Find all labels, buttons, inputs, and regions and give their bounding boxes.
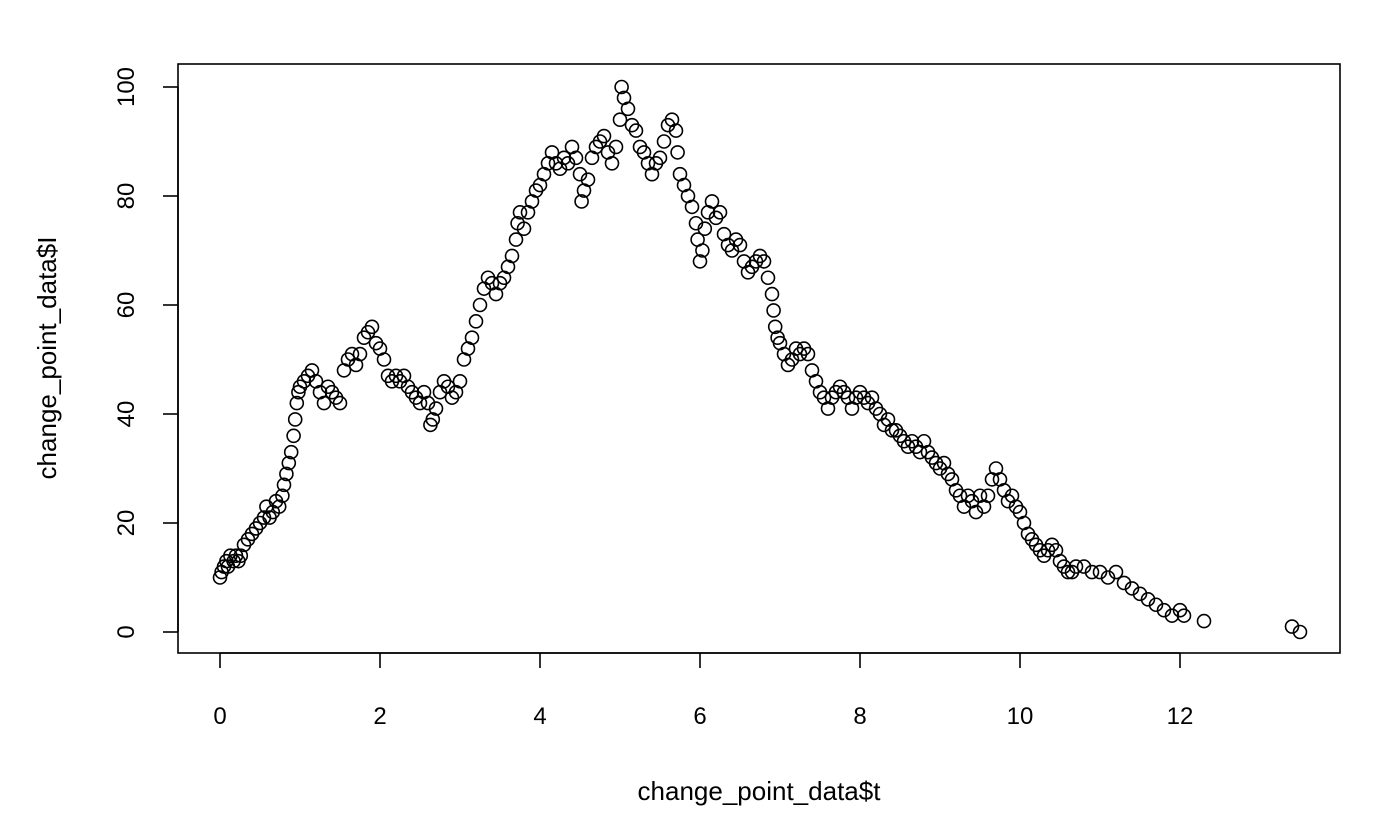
data-point (1196, 613, 1212, 629)
x-axis-title: change_point_data$t (638, 776, 882, 806)
y-axis: 0 20 40 60 80 100 (113, 67, 179, 639)
data-point (767, 319, 783, 335)
data-point (504, 248, 520, 264)
data-point (604, 156, 620, 171)
data-point (884, 423, 900, 438)
data-point (800, 346, 816, 362)
data-point (1132, 586, 1148, 602)
data-point (704, 194, 720, 209)
y-tick-label: 0 (113, 625, 140, 638)
data-point (1084, 564, 1100, 580)
data-point (1076, 559, 1092, 574)
data-point (425, 412, 441, 427)
y-axis-title: change_point_data$I (32, 237, 62, 480)
y-tick-label: 20 (113, 510, 140, 537)
data-point (1156, 602, 1172, 618)
data-point (233, 548, 249, 564)
data-point (670, 145, 685, 160)
y-tick-label: 100 (113, 67, 140, 107)
data-point (766, 303, 781, 318)
data-points (212, 79, 1308, 640)
x-tick-label: 4 (533, 703, 546, 730)
data-point (376, 352, 392, 367)
data-point (428, 401, 444, 416)
data-point (1148, 597, 1164, 613)
data-point (275, 488, 290, 504)
data-point (764, 286, 780, 302)
data-point (289, 395, 305, 411)
data-point (697, 221, 713, 236)
data-point (516, 221, 532, 236)
data-point (596, 128, 612, 144)
data-point (574, 194, 589, 209)
data-point (1292, 624, 1308, 640)
data-point (628, 123, 644, 138)
data-point (1108, 564, 1124, 580)
data-point (1176, 608, 1192, 623)
data-point (712, 205, 728, 220)
data-point (468, 314, 484, 329)
data-point (580, 172, 596, 187)
data-point (364, 319, 380, 335)
data-point (732, 237, 748, 253)
data-point (271, 499, 287, 514)
x-tick-label: 0 (213, 703, 226, 730)
data-point (684, 199, 700, 215)
data-point (464, 330, 480, 346)
x-axis: 0 2 4 6 8 10 12 (213, 652, 1194, 730)
y-tick-label: 60 (113, 292, 140, 319)
data-point (512, 205, 528, 220)
data-point (281, 455, 297, 471)
data-point (332, 395, 348, 411)
data-point (1284, 619, 1300, 634)
data-point (568, 150, 584, 166)
data-point (1164, 608, 1180, 623)
data-point (452, 373, 468, 389)
data-point (614, 79, 629, 95)
data-point (620, 101, 636, 117)
y-tick-label: 40 (113, 401, 140, 428)
data-point (652, 150, 668, 166)
data-point (352, 346, 368, 362)
data-point (980, 488, 996, 504)
data-point (287, 412, 303, 427)
data-point (608, 139, 624, 155)
x-tick-label: 12 (1167, 703, 1194, 730)
data-point (1100, 570, 1116, 585)
data-point (1092, 564, 1108, 580)
x-tick-label: 8 (853, 703, 866, 730)
data-point (612, 112, 628, 127)
data-point (316, 395, 332, 411)
data-point (508, 232, 524, 247)
y-tick-label: 80 (113, 183, 140, 210)
data-point (472, 297, 488, 313)
data-point (572, 166, 588, 182)
data-point (1124, 581, 1140, 596)
data-point (279, 466, 294, 482)
data-point (560, 156, 576, 171)
x-tick-label: 2 (373, 703, 386, 730)
data-point (1116, 575, 1132, 591)
plot-frame (177, 63, 1341, 654)
data-point (1068, 559, 1084, 574)
data-point (1060, 564, 1076, 580)
data-point (760, 270, 776, 286)
data-point (283, 444, 299, 460)
data-point (1140, 591, 1156, 607)
data-point (420, 395, 436, 411)
data-point (668, 123, 684, 138)
data-point (968, 504, 984, 520)
data-point (692, 254, 708, 269)
data-point (276, 477, 292, 493)
data-point (656, 134, 672, 149)
x-tick-label: 6 (693, 703, 706, 730)
data-point (695, 243, 710, 258)
data-point (756, 254, 772, 269)
data-point (286, 428, 301, 444)
x-tick-label: 10 (1007, 703, 1034, 730)
